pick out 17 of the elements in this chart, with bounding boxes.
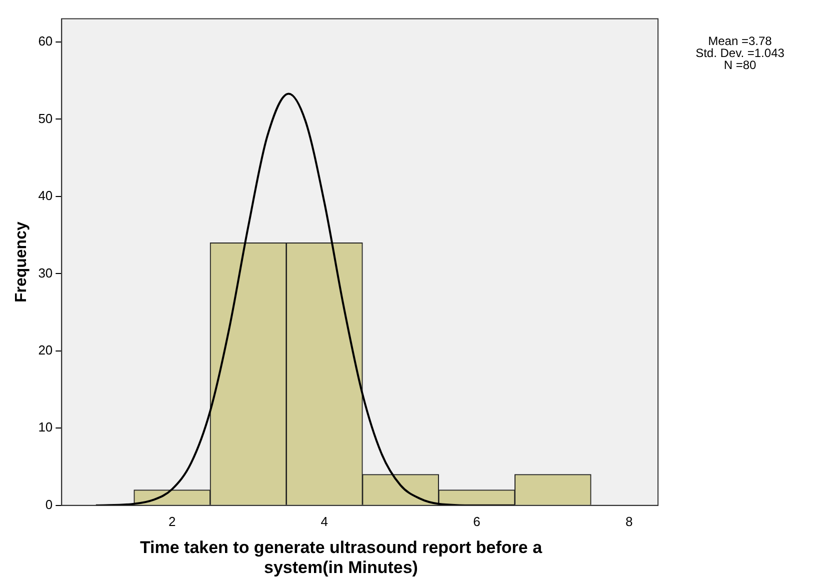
x-tick-label: 4 — [320, 514, 328, 529]
y-tick-label: 0 — [45, 496, 53, 512]
y-tick-label: 10 — [38, 420, 53, 435]
y-tick-label: 20 — [38, 342, 53, 358]
y-tick-label: 40 — [38, 188, 53, 204]
text: Std. Dev. =1.043 — [696, 46, 785, 60]
y-tick-label: 30 — [38, 265, 53, 280]
x-axis-title: Time taken to generate ultrasound report before a system(in Minutes) — [138, 538, 544, 578]
x-tick-label: 6 — [473, 514, 480, 529]
line-series — [94, 92, 516, 506]
x-tick-label: 8 — [625, 514, 633, 529]
text: N =80 — [724, 58, 756, 72]
y-axis-title: Frequency — [13, 222, 30, 303]
x-tick-label: 2 — [168, 514, 176, 529]
y-tick-label: 50 — [38, 110, 53, 126]
y-tick-label: 60 — [38, 34, 53, 49]
text: Mean =3.78 — [708, 34, 772, 48]
